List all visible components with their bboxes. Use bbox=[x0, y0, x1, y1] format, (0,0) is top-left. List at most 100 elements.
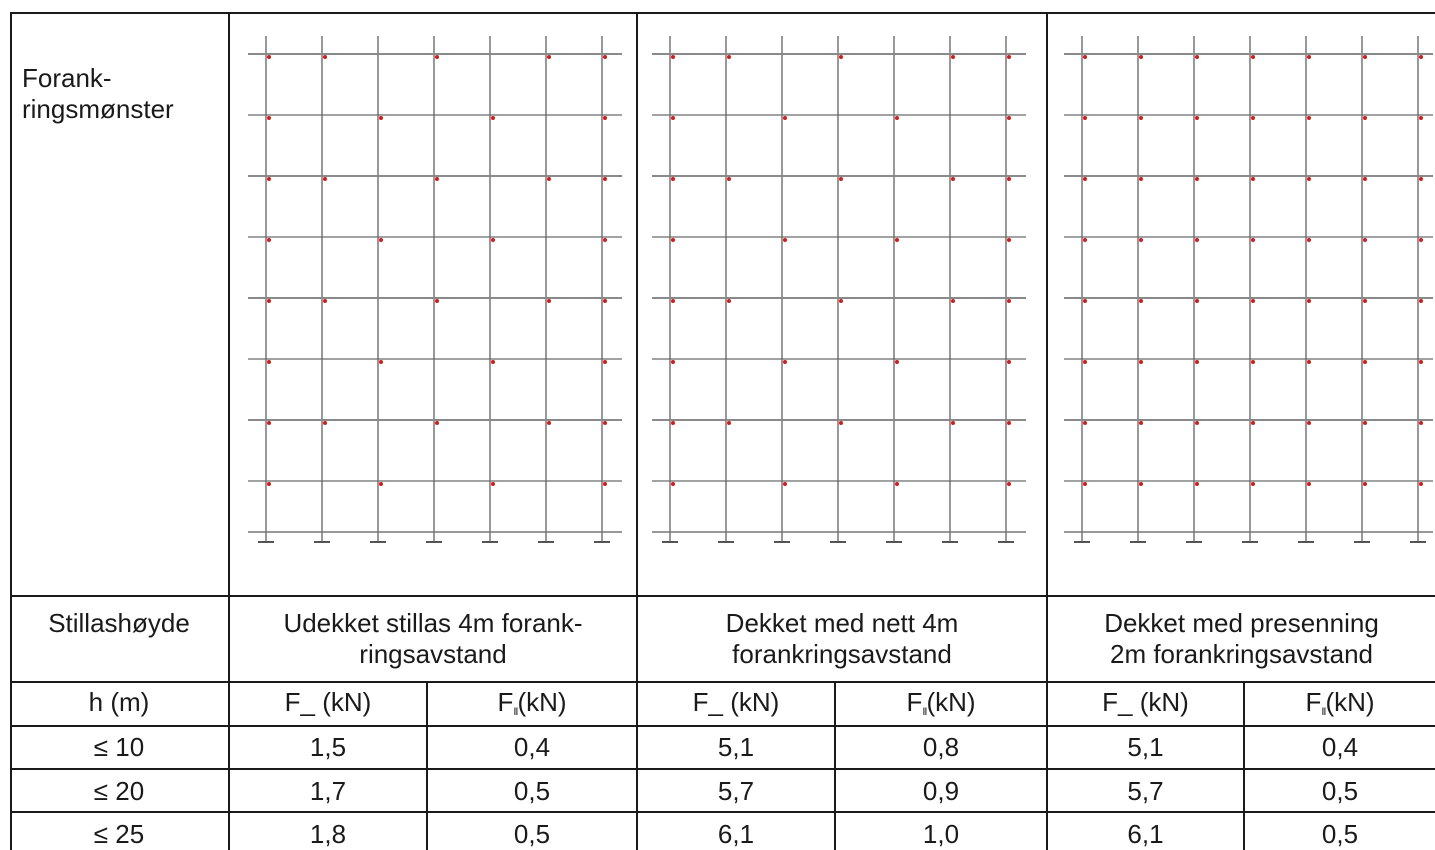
value-cell: 0,9 bbox=[922, 776, 960, 806]
anchor-point bbox=[1251, 238, 1255, 242]
group-title-line2: ringsavstand bbox=[359, 639, 507, 669]
anchor-point bbox=[603, 116, 607, 120]
value-cell: 1,0 bbox=[922, 819, 960, 849]
group-title-line2: 2m forankringsavstand bbox=[1109, 639, 1374, 669]
anchor-point bbox=[1251, 360, 1255, 364]
anchor-point bbox=[1419, 360, 1423, 364]
anchor-point bbox=[1363, 299, 1367, 303]
anchor-point bbox=[1307, 55, 1311, 59]
f-unit: (kN) bbox=[723, 687, 780, 717]
anchor-point bbox=[1251, 116, 1255, 120]
f-perp-header: F_ (kN) bbox=[1048, 687, 1243, 718]
anchor-point bbox=[727, 177, 731, 181]
anchor-point bbox=[1083, 177, 1087, 181]
f-perp-header: F_ (kN) bbox=[638, 687, 834, 718]
value-cell: 5,7 bbox=[717, 776, 755, 806]
anchor-point bbox=[1195, 299, 1199, 303]
anchor-point bbox=[1083, 421, 1087, 425]
f-unit: (kN) bbox=[315, 687, 372, 717]
value-cell: 6,1 bbox=[1127, 819, 1164, 849]
f-par-header: FII(kN) bbox=[428, 687, 636, 728]
anchor-point bbox=[951, 177, 955, 181]
anchor-point bbox=[323, 421, 327, 425]
anchor-point bbox=[783, 482, 787, 486]
anchor-point bbox=[1251, 421, 1255, 425]
group-title-line1: Dekket med nett 4m bbox=[725, 608, 959, 638]
anchor-point bbox=[951, 299, 955, 303]
anchor-point bbox=[1251, 55, 1255, 59]
anchor-point bbox=[671, 238, 675, 242]
anchor-point bbox=[1007, 360, 1011, 364]
anchor-point bbox=[323, 177, 327, 181]
anchor-point bbox=[1419, 55, 1423, 59]
anchor-point bbox=[1363, 482, 1367, 486]
table-rule bbox=[636, 12, 638, 850]
table-rule bbox=[10, 811, 1435, 813]
anchor-point bbox=[267, 177, 271, 181]
anchor-point bbox=[547, 421, 551, 425]
anchor-point bbox=[783, 116, 787, 120]
f-perp-header: F_ (kN) bbox=[230, 687, 426, 718]
anchor-point bbox=[1139, 299, 1143, 303]
anchor-point bbox=[671, 482, 675, 486]
value-cell: 0,4 bbox=[1321, 732, 1359, 762]
anchor-point bbox=[267, 421, 271, 425]
anchor-point bbox=[435, 177, 439, 181]
f-unit: (kN) bbox=[1325, 687, 1375, 717]
pattern-label-line1: Forank- bbox=[22, 63, 112, 93]
anchor-point bbox=[1307, 238, 1311, 242]
anchor-point bbox=[727, 421, 731, 425]
anchor-point bbox=[1419, 238, 1423, 242]
anchor-point bbox=[1419, 116, 1423, 120]
f-par-header: FII(kN) bbox=[1245, 687, 1435, 728]
anchor-point bbox=[1307, 299, 1311, 303]
anchor-point bbox=[727, 55, 731, 59]
anchor-point bbox=[603, 360, 607, 364]
anchor-point bbox=[1007, 55, 1011, 59]
anchor-point bbox=[783, 360, 787, 364]
value-cell: 0,5 bbox=[513, 776, 551, 806]
anchor-point bbox=[1251, 482, 1255, 486]
value-cell: 5,1 bbox=[1127, 732, 1164, 762]
table-rule bbox=[228, 12, 230, 850]
anchor-point bbox=[1083, 116, 1087, 120]
anchor-point bbox=[1195, 116, 1199, 120]
anchor-point bbox=[951, 55, 955, 59]
value-cell: 0,4 bbox=[513, 732, 551, 762]
anchor-point bbox=[603, 177, 607, 181]
height-cell: ≤ 20 bbox=[93, 776, 145, 806]
f-unit: (kN) bbox=[926, 687, 976, 717]
height-cell: ≤ 10 bbox=[93, 732, 145, 762]
group-title-line2: forankringsavstand bbox=[732, 639, 952, 669]
f-par-symbol: F bbox=[497, 687, 514, 717]
anchor-point bbox=[727, 299, 731, 303]
anchor-point bbox=[1251, 299, 1255, 303]
f-par-symbol: F bbox=[1305, 687, 1322, 717]
anchor-point bbox=[671, 116, 675, 120]
value-cell: 1,7 bbox=[309, 776, 347, 806]
anchor-point bbox=[839, 177, 843, 181]
anchor-point bbox=[671, 360, 675, 364]
anchor-point bbox=[267, 55, 271, 59]
value-cell: 1,8 bbox=[309, 819, 347, 849]
anchor-point bbox=[491, 482, 495, 486]
value-cell: 0,5 bbox=[513, 819, 551, 849]
anchor-point bbox=[1139, 421, 1143, 425]
value-cell: 0,8 bbox=[922, 732, 960, 762]
anchor-point bbox=[547, 299, 551, 303]
pattern-label: Forank- ringsmønster bbox=[22, 63, 174, 125]
anchor-point bbox=[1251, 177, 1255, 181]
anchor-point bbox=[1007, 299, 1011, 303]
group-title-tarp: Dekket med presenning 2m forankringsavst… bbox=[1048, 608, 1435, 670]
anchor-point bbox=[435, 421, 439, 425]
scaffold-diagram-net bbox=[652, 36, 1026, 543]
anchor-point bbox=[267, 482, 271, 486]
anchor-point bbox=[1083, 299, 1087, 303]
anchor-point bbox=[1363, 55, 1367, 59]
anchor-point bbox=[1139, 482, 1143, 486]
value-cell: 1,5 bbox=[309, 732, 347, 762]
anchor-point bbox=[323, 299, 327, 303]
anchor-point bbox=[671, 55, 675, 59]
anchor-point bbox=[267, 116, 271, 120]
table-rule bbox=[10, 725, 1435, 727]
